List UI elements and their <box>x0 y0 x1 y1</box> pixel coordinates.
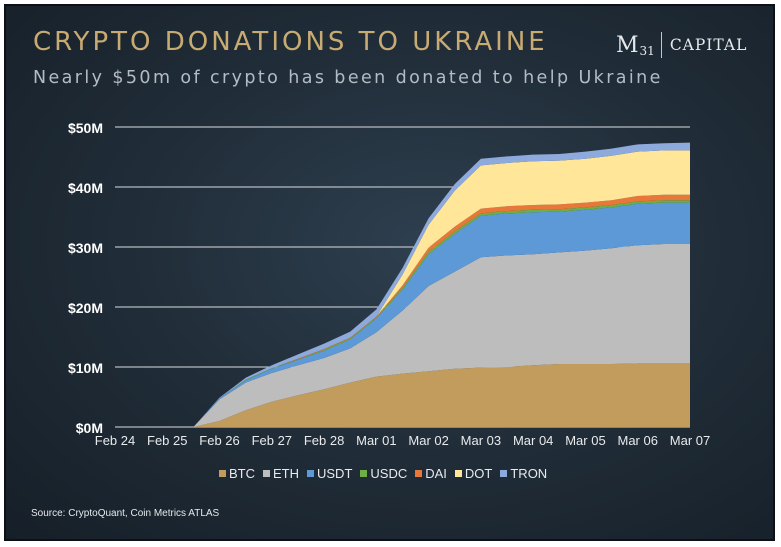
area-series-eth <box>115 244 690 427</box>
x-tick-label: Feb 25 <box>147 433 187 448</box>
chart-title: CRYPTO DONATIONS TO UKRAINE <box>33 27 548 57</box>
area-series-usdt <box>115 202 690 427</box>
legend-label: TRON <box>510 466 548 481</box>
y-tick-label: $10M <box>68 360 103 376</box>
x-tick-label: Mar 01 <box>356 433 396 448</box>
legend-swatch <box>307 470 314 477</box>
y-tick-label: $50M <box>68 120 103 136</box>
legend-item-dai: DAI <box>415 466 447 481</box>
legend-swatch <box>263 470 270 477</box>
x-tick-label: Mar 02 <box>408 433 448 448</box>
logo-subscript: 31 <box>639 44 655 58</box>
area-series-dot <box>115 150 690 427</box>
legend-item-btc: BTC <box>219 466 255 481</box>
y-tick-label: $30M <box>68 240 103 256</box>
logo-capital: CAPITAL <box>669 36 748 54</box>
x-tick-label: Feb 26 <box>199 433 239 448</box>
legend-label: USDT <box>317 466 353 481</box>
x-tick-label: Mar 04 <box>513 433 553 448</box>
legend-item-eth: ETH <box>263 466 299 481</box>
legend-label: USDC <box>370 466 408 481</box>
legend-swatch <box>500 470 508 477</box>
source-note: Source: CryptoQuant, Coin Metrics ATLAS <box>31 508 220 519</box>
x-tick-label: Mar 07 <box>670 433 710 448</box>
chart-subtitle: Nearly $50m of crypto has been donated t… <box>33 68 663 88</box>
legend-label: DOT <box>464 466 493 481</box>
chart-legend: BTC ETH USDT USDC DAI DOT TRON <box>219 466 547 481</box>
legend-item-usdc: USDC <box>360 466 407 481</box>
y-tick-label: $0M <box>76 420 103 436</box>
logo-m: M <box>616 32 639 58</box>
legend-item-tron: TRON <box>500 466 547 481</box>
legend-item-dot: DOT <box>454 466 493 481</box>
y-tick-label: $40M <box>68 180 103 196</box>
legend-swatch <box>454 470 462 477</box>
legend-swatch <box>360 470 368 477</box>
x-tick-label: Mar 06 <box>617 433 657 448</box>
legend-label: BTC <box>229 466 255 481</box>
legend-swatch <box>415 470 423 477</box>
legend-label: ETH <box>273 466 299 481</box>
x-tick-label: Mar 03 <box>461 433 501 448</box>
y-tick-label: $20M <box>68 300 103 316</box>
x-tick-label: Feb 24 <box>95 433 135 448</box>
legend-label: DAI <box>425 466 447 481</box>
legend-swatch <box>219 470 226 477</box>
x-tick-label: Feb 28 <box>304 433 344 448</box>
legend-item-usdt: USDT <box>307 466 352 481</box>
x-tick-label: Mar 05 <box>565 433 605 448</box>
logo-divider <box>660 32 662 58</box>
x-tick-label: Feb 27 <box>252 433 292 448</box>
area-series-btc <box>115 363 690 427</box>
m31-capital-logo: M 31 CAPITAL <box>616 30 747 60</box>
